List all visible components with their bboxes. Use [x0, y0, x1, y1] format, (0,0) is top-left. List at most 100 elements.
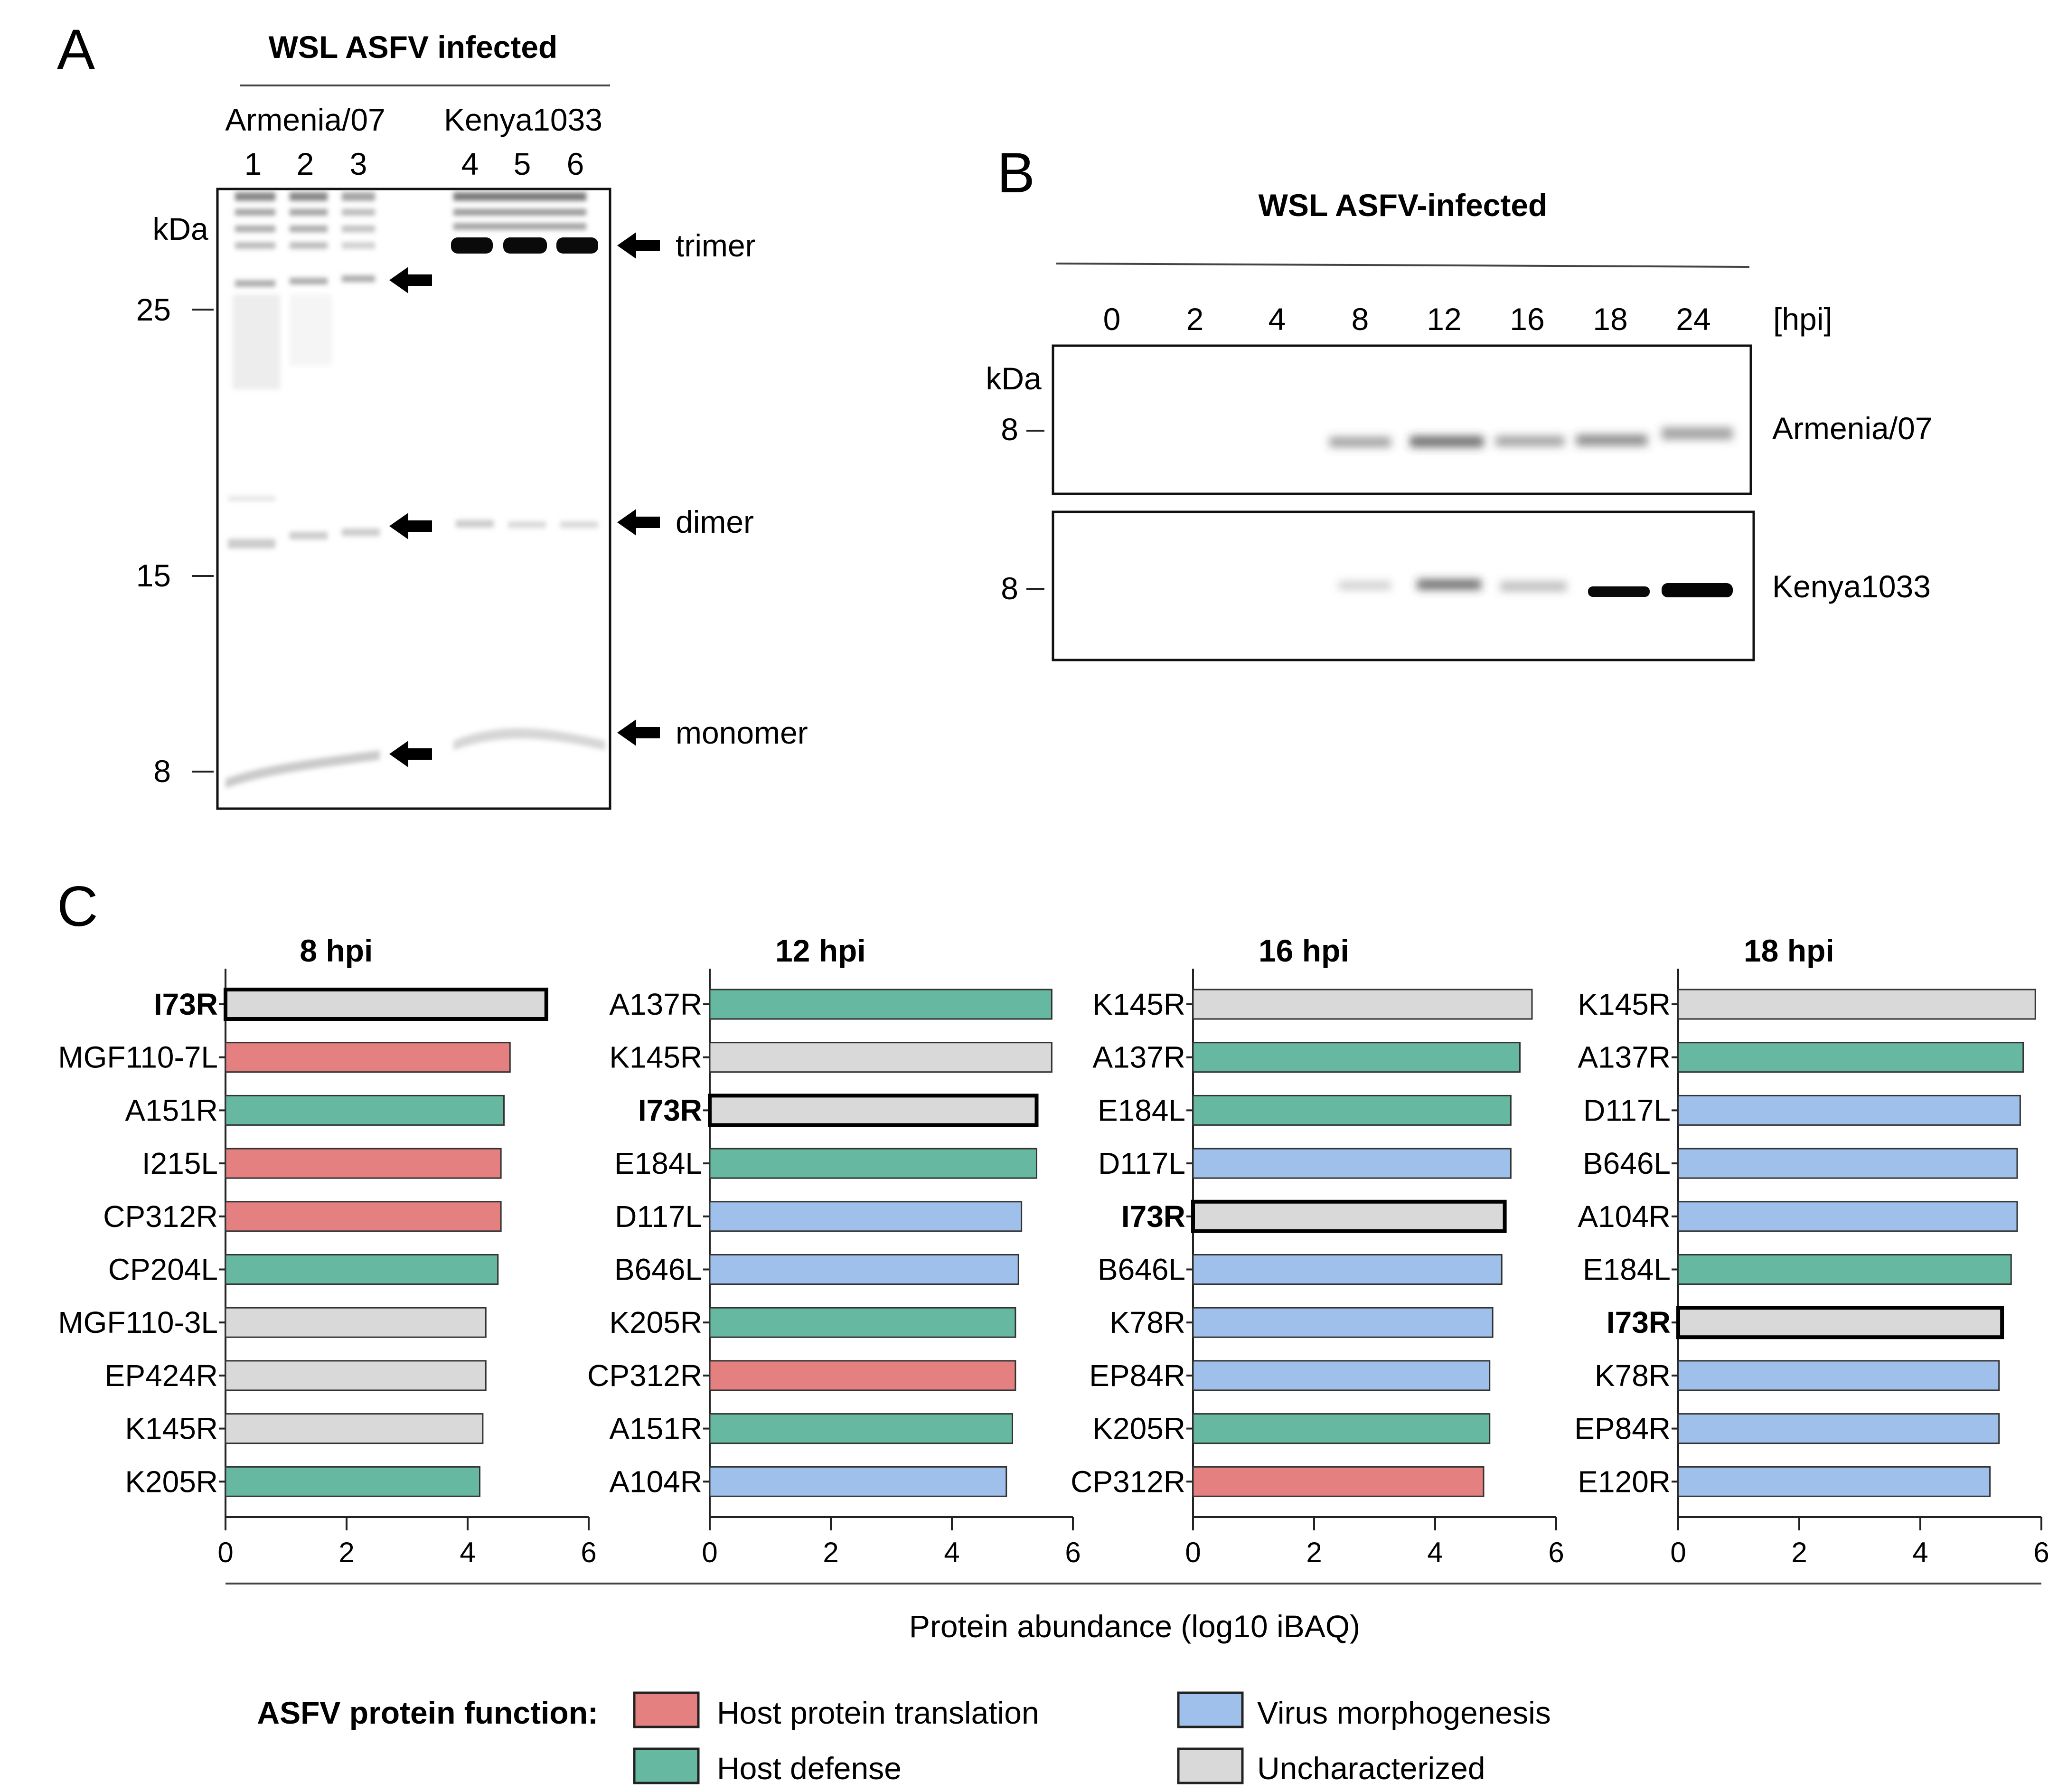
legend: ASFV protein function: Host protein tran…: [257, 1691, 1551, 1786]
arrow-left-icon: [617, 719, 660, 746]
x-tick-label: 6: [2033, 1537, 2049, 1568]
lane-label: 6: [567, 146, 584, 181]
strain-label-kenya-b: Kenya1033: [1772, 569, 1931, 604]
bar: [1677, 1148, 2018, 1179]
bar-chart: 8 hpi 0 2 4 6 I73R MGF110-7L A151R I215L CP312R CP…: [58, 933, 596, 1568]
category-label: I73R: [1121, 1199, 1185, 1234]
strain-label-armenia-b: Armenia/07: [1772, 411, 1933, 446]
x-tick-label: 0: [217, 1537, 233, 1568]
bar: [225, 1413, 484, 1444]
category-label: K145R: [125, 1412, 218, 1446]
x-tick-label: 6: [1065, 1537, 1081, 1568]
arrow-left-icon: [389, 513, 432, 539]
chart-title: 18 hpi: [1744, 933, 1834, 968]
category-label: A137R: [1092, 1040, 1185, 1075]
bar: [709, 1360, 1016, 1391]
bar-chart: 18 hpi 0 2 4 6 K145R A137R D117L B646L A104R E184L…: [1574, 933, 2049, 1568]
bar: [1677, 989, 2036, 1020]
category-label: CP312R: [103, 1199, 218, 1234]
panel-b-title-rule: [1056, 263, 1750, 268]
category-label: K145R: [609, 1040, 702, 1075]
bar: [709, 1042, 1052, 1073]
category-label: EP84R: [1574, 1412, 1671, 1446]
legend-title: ASFV protein function:: [257, 1695, 598, 1730]
lane-labels: 1 2 3 4 5 6: [244, 146, 584, 181]
x-tick-label: 6: [1548, 1537, 1564, 1568]
arrow-left-icon: [389, 267, 432, 293]
bar: [225, 1254, 499, 1285]
bar: [225, 1201, 502, 1232]
lane-label: 3: [350, 146, 367, 181]
category-label: MGF110-7L: [58, 1040, 218, 1075]
timepoint-label: 16: [1510, 302, 1544, 337]
trimer-band-lane4: [451, 237, 493, 254]
category-label: I73R: [154, 987, 218, 1021]
panel-b: B WSL ASFV-infected 0 2 4 8 12 16 18 24 …: [986, 141, 1933, 661]
bar: [1192, 1042, 1521, 1073]
marker-8-bottom: 8: [1001, 571, 1018, 606]
bar: [708, 1094, 1039, 1127]
x-tick-label: 0: [1670, 1537, 1686, 1568]
category-label: EP84R: [1089, 1358, 1185, 1393]
bar: [709, 1201, 1023, 1232]
lane-label: 5: [514, 146, 531, 181]
x-tick-label: 2: [1791, 1537, 1807, 1568]
blot-a-frame: [216, 188, 611, 810]
timepoint-label: 18: [1593, 302, 1627, 337]
category-label: D117L: [615, 1199, 702, 1234]
blot-b-bottom-bands: [1339, 579, 1733, 597]
panel-b-letter: B: [997, 141, 1035, 205]
bar: [1192, 1413, 1491, 1444]
category-label: E184L: [1098, 1093, 1185, 1127]
kda-label-a: kDa: [152, 211, 208, 246]
category-label: D117L: [1098, 1146, 1185, 1180]
timepoint-label: 0: [1103, 302, 1121, 337]
category-label: K205R: [125, 1464, 218, 1499]
kenya-band-18hpi: [1588, 586, 1650, 597]
x-tick-label: 4: [460, 1537, 475, 1568]
category-label: K78R: [1595, 1358, 1671, 1393]
bar: [225, 1148, 502, 1179]
trimer-band-lane5: [503, 237, 547, 254]
timepoint-label: 8: [1352, 302, 1369, 337]
x-tick-label: 4: [1427, 1537, 1443, 1568]
legend-swatch-defense: [633, 1747, 700, 1784]
kenya-band-24hpi: [1662, 583, 1733, 597]
category-label: D117L: [1583, 1093, 1671, 1127]
category-label: K205R: [609, 1305, 702, 1339]
bar: [225, 1360, 487, 1391]
timepoint-label: 4: [1269, 302, 1286, 337]
category-label: A104R: [1578, 1199, 1671, 1234]
x-tick-label: 2: [823, 1537, 838, 1568]
category-label: A104R: [609, 1464, 702, 1499]
category-label: A137R: [609, 987, 702, 1021]
category-label: A151R: [125, 1093, 218, 1127]
category-label: CP312R: [587, 1358, 702, 1393]
timepoint-label: 12: [1427, 302, 1461, 337]
marker-25: 25: [136, 292, 171, 327]
bar: [1677, 1360, 2000, 1391]
bar: [709, 1413, 1013, 1444]
hpi-unit-label: [hpi]: [1773, 302, 1832, 337]
category-label: K78R: [1109, 1305, 1185, 1339]
strain-label-armenia: Armenia/07: [225, 102, 385, 137]
blot-a-bands-kenya: [451, 192, 605, 750]
bar: [1192, 989, 1533, 1020]
bar: [224, 988, 548, 1021]
bar-charts: 8 hpi 0 2 4 6 I73R MGF110-7L A151R I215L CP312R CP…: [58, 933, 2049, 1568]
bar: [1192, 1254, 1503, 1285]
panel-c-letter: C: [57, 875, 98, 938]
chart-title: 12 hpi: [775, 933, 866, 968]
legend-swatch-morphogenesis: [1177, 1691, 1244, 1728]
category-label: B646L: [1583, 1146, 1671, 1180]
band-label-trimer: trimer: [676, 228, 756, 263]
bar: [1677, 1254, 2012, 1285]
category-label: EP424R: [105, 1358, 218, 1393]
category-label: A137R: [1578, 1040, 1671, 1075]
lane-label: 1: [244, 146, 262, 181]
timepoint-label: 24: [1676, 302, 1710, 337]
category-label: E120R: [1578, 1464, 1671, 1499]
category-label: K145R: [1092, 987, 1185, 1021]
x-tick-label: 0: [1185, 1537, 1201, 1568]
